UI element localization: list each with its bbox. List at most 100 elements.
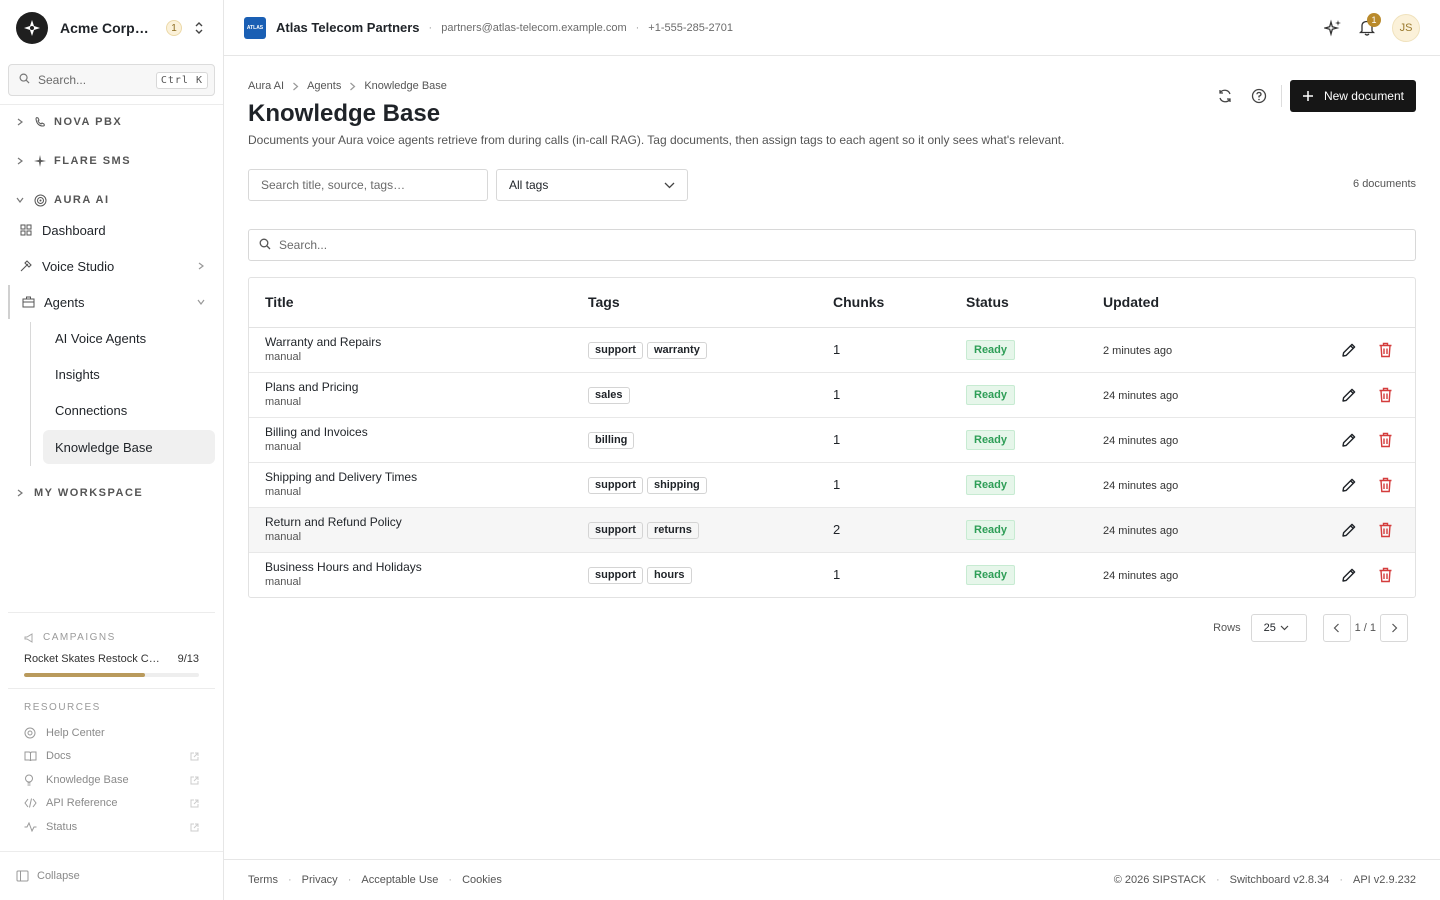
campaign-item[interactable]: Rocket Skates Restock Campaign 9/13 <box>24 653 199 665</box>
sidebar-item-voice-studio[interactable]: Voice Studio <box>8 249 215 283</box>
footer-link-acceptable-use[interactable]: Acceptable Use <box>361 874 439 886</box>
tag-badge[interactable]: support <box>588 341 643 359</box>
tag-badge[interactable]: shipping <box>646 476 707 494</box>
table-row[interactable]: Warranty and Repairs manual support warra… <box>249 327 1415 373</box>
delete-button[interactable] <box>1373 428 1397 452</box>
tag-badge[interactable]: sales <box>588 386 630 404</box>
edit-button[interactable] <box>1337 383 1361 407</box>
footer-link-privacy[interactable]: Privacy <box>301 874 338 886</box>
cell-title: Return and Refund Policy manual <box>249 507 572 553</box>
group-nova-pbx[interactable]: NOVA PBX <box>16 112 122 132</box>
breadcrumb-aura-ai[interactable]: Aura AI <box>248 80 285 92</box>
avatar[interactable]: JS <box>1392 13 1420 42</box>
refresh-button[interactable] <box>1209 80 1241 112</box>
group-flare-sms[interactable]: FLARE SMS <box>16 151 131 171</box>
org-switcher[interactable]: Acme Corporation 1 <box>0 0 223 56</box>
edit-button[interactable] <box>1337 518 1361 542</box>
sidebar-subitem-knowledge-base[interactable]: Knowledge Base <box>43 430 215 464</box>
group-aura-ai[interactable]: AURA AI <box>16 190 110 210</box>
external-link-icon <box>190 752 199 761</box>
table-row[interactable]: Shipping and Delivery Times manual suppo… <box>249 462 1415 508</box>
chevron-up-down-icon[interactable] <box>191 20 207 36</box>
sidebar-search[interactable]: Search... Ctrl K <box>8 64 215 96</box>
next-page-button[interactable] <box>1380 614 1408 642</box>
tag-filter-select[interactable]: All tags <box>496 169 688 201</box>
column-header-status[interactable]: Status <box>950 278 1087 328</box>
new-document-label: New document <box>1323 89 1404 103</box>
tag-badge[interactable]: warranty <box>646 341 707 359</box>
document-title[interactable]: Billing and Invoices <box>265 424 368 439</box>
delete-button[interactable] <box>1373 383 1397 407</box>
sidebar-item-dashboard[interactable]: Dashboard <box>8 213 215 247</box>
tag-badge[interactable]: billing <box>588 431 635 449</box>
sidebar-subitem-connections[interactable]: Connections <box>55 402 128 418</box>
document-title[interactable]: Warranty and Repairs <box>265 334 382 349</box>
edit-button[interactable] <box>1337 338 1361 362</box>
document-title[interactable]: Business Hours and Holidays <box>265 559 422 574</box>
table-row[interactable]: Plans and Pricing manual sales 1 Ready 2… <box>249 372 1415 418</box>
table-search-input[interactable]: Search... <box>248 229 1416 261</box>
collapse-button[interactable]: Collapse <box>0 851 223 900</box>
separator-dot: · <box>1339 874 1343 886</box>
document-title[interactable]: Plans and Pricing <box>265 379 359 394</box>
new-document-button[interactable]: New document <box>1289 80 1416 112</box>
rows-per-page-select[interactable]: 25 <box>1250 614 1307 642</box>
updated-time: 24 minutes ago <box>1103 480 1179 492</box>
subnav-line <box>30 322 31 466</box>
filter-search-input[interactable]: Search title, source, tags… <box>248 169 488 201</box>
sidebar-item-agents[interactable]: Agents <box>8 285 215 319</box>
document-source: manual <box>265 530 302 543</box>
sidebar-item-label: Dashboard <box>42 222 106 238</box>
edit-button[interactable] <box>1337 473 1361 497</box>
column-header-updated[interactable]: Updated <box>1087 278 1277 328</box>
table-row[interactable]: Business Hours and Holidays manual suppo… <box>249 552 1415 597</box>
megaphone-icon <box>24 632 35 643</box>
column-header-actions <box>1277 278 1415 328</box>
delete-button[interactable] <box>1373 563 1397 587</box>
column-header-chunks[interactable]: Chunks <box>817 278 950 328</box>
prev-page-button[interactable] <box>1322 614 1351 642</box>
document-count: 6 documents <box>1353 178 1416 190</box>
cell-chunks: 1 <box>817 462 950 508</box>
tag-badge[interactable]: support <box>588 476 643 494</box>
edit-button[interactable] <box>1337 563 1361 587</box>
chevron-right-icon <box>197 262 205 270</box>
resource-api-reference[interactable]: API Reference <box>24 793 199 813</box>
delete-button[interactable] <box>1373 518 1397 542</box>
tag-badge[interactable]: hours <box>646 566 692 584</box>
sidebar-subitem-insights[interactable]: Insights <box>55 366 100 382</box>
external-link-icon <box>190 799 199 808</box>
resource-status[interactable]: Status <box>24 817 199 837</box>
group-my-workspace[interactable]: MY WORKSPACE <box>16 483 143 503</box>
column-header-title[interactable]: Title <box>249 278 572 328</box>
resource-knowledge-base[interactable]: Knowledge Base <box>24 770 199 790</box>
radar-icon <box>34 194 48 207</box>
table-row[interactable]: Billing and Invoices manual billing 1 Re… <box>249 417 1415 463</box>
document-title[interactable]: Return and Refund Policy <box>265 514 402 529</box>
help-button[interactable] <box>1243 80 1275 112</box>
tag-badge[interactable]: support <box>588 521 643 539</box>
tag-badge[interactable]: support <box>588 566 643 584</box>
resource-help-center[interactable]: Help Center <box>24 723 199 743</box>
separator-dot: · <box>347 874 352 886</box>
delete-button[interactable] <box>1373 338 1397 362</box>
resource-docs[interactable]: Docs <box>24 746 199 766</box>
sidebar-subitem-ai-voice-agents[interactable]: AI Voice Agents <box>55 330 147 346</box>
breadcrumb-agents[interactable]: Agents <box>307 80 342 92</box>
trash-icon <box>1379 477 1391 492</box>
footer-link-cookies[interactable]: Cookies <box>462 874 502 886</box>
sidebar-collapse-icon <box>16 870 29 882</box>
divider <box>8 612 215 613</box>
cell-updated: 24 minutes ago <box>1087 372 1277 418</box>
sidebar-item-label: Agents <box>44 294 85 310</box>
column-header-tags[interactable]: Tags <box>572 278 817 328</box>
delete-button[interactable] <box>1373 473 1397 497</box>
edit-button[interactable] <box>1337 428 1361 452</box>
tag-badge[interactable]: returns <box>646 521 699 539</box>
footer-link-terms[interactable]: Terms <box>248 874 278 886</box>
sparkles-button[interactable] <box>1316 11 1350 45</box>
wand-icon <box>20 260 34 272</box>
notifications-button[interactable]: 1 <box>1350 11 1384 45</box>
table-row[interactable]: Return and Refund Policy manual support r… <box>249 507 1415 553</box>
document-title[interactable]: Shipping and Delivery Times <box>265 469 418 484</box>
